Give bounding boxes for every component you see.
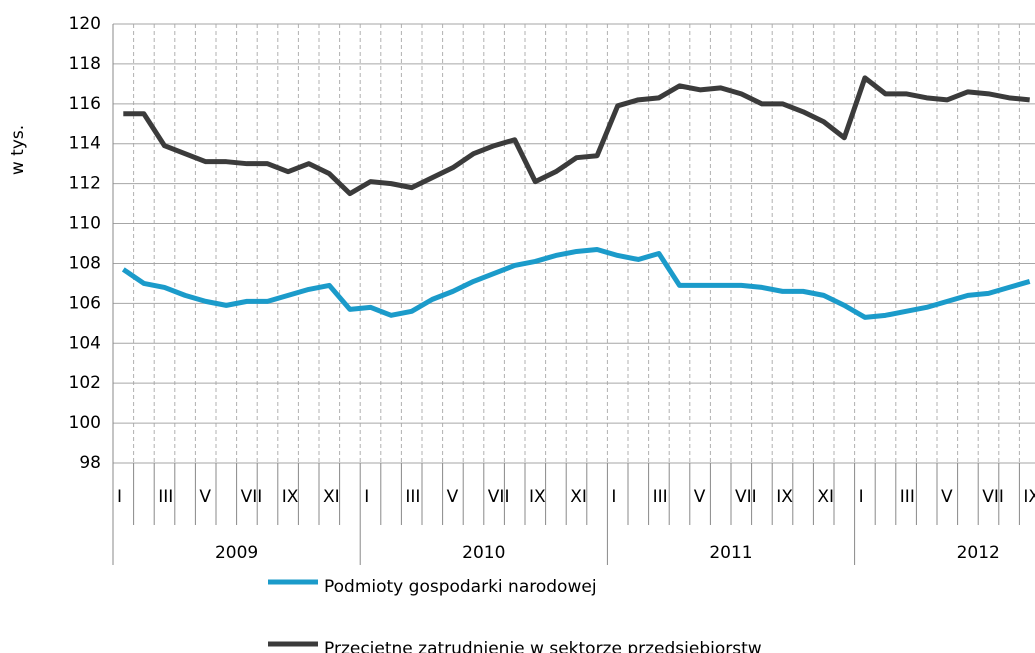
y-tick-label: 116 bbox=[69, 94, 101, 114]
x-tick-label: III bbox=[405, 487, 420, 507]
x-tick-label: III bbox=[158, 487, 173, 507]
x-tick-label: IX bbox=[776, 487, 793, 507]
y-tick-label: 120 bbox=[69, 14, 101, 34]
y-tick-label: 102 bbox=[69, 373, 101, 393]
x-tick-label: III bbox=[900, 487, 915, 507]
series-line bbox=[123, 75, 1030, 197]
series-line bbox=[121, 246, 1031, 320]
x-tick-label: VII bbox=[735, 487, 757, 507]
y-tick-label: 108 bbox=[69, 253, 101, 273]
year-label: 2010 bbox=[462, 543, 505, 563]
y-tick-label: 114 bbox=[69, 134, 101, 154]
x-tick-label: V bbox=[941, 487, 953, 507]
legend-label: Podmioty gospodarki narodowej bbox=[324, 577, 597, 597]
x-tick-label: III bbox=[653, 487, 668, 507]
y-tick-label: 98 bbox=[79, 453, 101, 473]
year-label: 2009 bbox=[215, 543, 258, 563]
year-label: 2011 bbox=[709, 543, 752, 563]
y-tick-label: 106 bbox=[69, 293, 101, 313]
y-tick-label: 110 bbox=[69, 214, 101, 234]
y-tick-label: 100 bbox=[69, 413, 101, 433]
x-tick-label: VII bbox=[982, 487, 1004, 507]
x-tick-label: I bbox=[117, 487, 122, 507]
x-tick-label: VII bbox=[488, 487, 510, 507]
x-tick-label: VII bbox=[241, 487, 263, 507]
x-tick-label: V bbox=[199, 487, 211, 507]
x-tick-label: XI bbox=[323, 487, 340, 507]
x-tick-label: IX bbox=[529, 487, 546, 507]
x-tick-label: I bbox=[611, 487, 616, 507]
x-tick-label: I bbox=[859, 487, 864, 507]
y-axis-label: w tys. bbox=[8, 125, 28, 175]
legend-label: Przeciętne zatrudnienie w sektorze przed… bbox=[324, 639, 762, 653]
year-label: 2012 bbox=[957, 543, 1000, 563]
x-tick-label: XI bbox=[570, 487, 587, 507]
y-tick-label: 118 bbox=[69, 54, 101, 74]
x-tick-label: XI bbox=[817, 487, 834, 507]
x-tick-label: V bbox=[694, 487, 706, 507]
x-tick-label: I bbox=[364, 487, 369, 507]
y-tick-label: 112 bbox=[69, 174, 101, 194]
y-tick-label: 104 bbox=[69, 333, 101, 353]
x-tick-label: IX bbox=[1023, 487, 1035, 507]
x-tick-label: V bbox=[447, 487, 459, 507]
x-tick-label: IX bbox=[282, 487, 299, 507]
